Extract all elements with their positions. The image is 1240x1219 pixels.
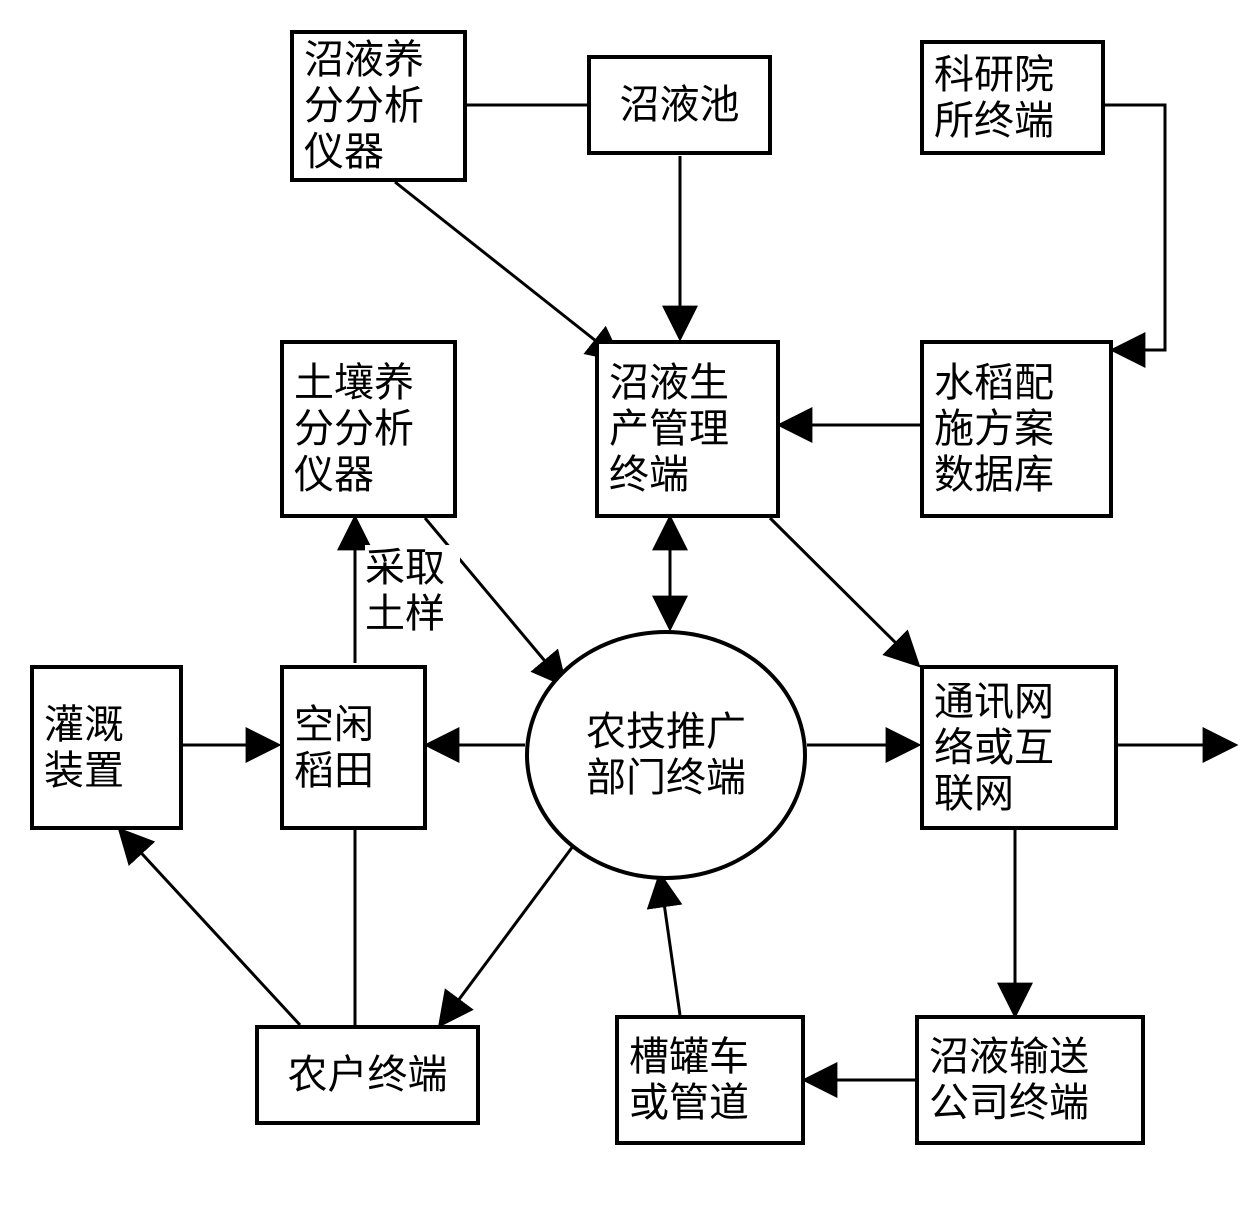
node-nutrient-analyzer: 沼液养分分析仪器 [290,30,467,182]
node-production-terminal: 沼液生产管理终端 [595,340,780,518]
node-label: 灌溉装置 [44,702,124,794]
node-label: 沼液池 [620,82,740,128]
node-idle-paddy: 空闲稻田 [280,665,427,830]
node-extension-terminal: 农技推广部门终端 [525,630,807,880]
node-farmer-terminal: 农户终端 [255,1025,480,1125]
node-label: 科研院所终端 [934,52,1054,144]
node-label: 沼液输送公司终端 [929,1034,1089,1126]
node-label: 空闲稻田 [294,702,374,794]
node-transport-terminal: 沼液输送公司终端 [915,1015,1145,1145]
node-label: 水稻配施方案数据库 [934,360,1054,498]
node-label: 槽罐车或管道 [629,1034,749,1126]
node-soil-analyzer: 土壤养分分析仪器 [280,340,457,518]
node-label: 通讯网络或互联网 [934,679,1054,817]
node-institute-terminal: 科研院所终端 [920,40,1105,155]
node-tanker-pipeline: 槽罐车或管道 [615,1015,805,1145]
edge-label-text: 采取土样 [365,545,445,636]
node-scheme-database: 水稻配施方案数据库 [920,340,1113,518]
node-irrigation-device: 灌溉装置 [30,665,183,830]
node-biogas-pond: 沼液池 [587,55,772,155]
node-label: 农技推广部门终端 [586,709,746,801]
node-label: 沼液养分分析仪器 [304,37,424,175]
diagram-canvas: 沼液养分分析仪器 沼液池 科研院所终端 土壤养分分析仪器 沼液生产管理终端 水稻… [0,0,1240,1219]
node-label: 农户终端 [288,1052,448,1098]
edge-label-sampling: 采取土样 [365,545,460,637]
node-label: 土壤养分分析仪器 [294,360,414,498]
node-label: 沼液生产管理终端 [609,360,729,498]
node-network: 通讯网络或互联网 [920,665,1118,830]
